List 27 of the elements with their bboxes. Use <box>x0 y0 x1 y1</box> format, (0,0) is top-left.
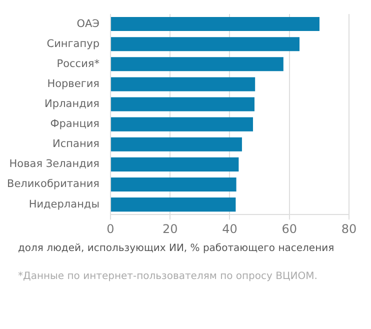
bar <box>110 17 320 32</box>
y-tick-label: Нидерланды <box>28 198 100 210</box>
bar <box>110 137 242 152</box>
x-tick-label: 80 <box>341 222 357 236</box>
x-axis-title: доля людей, использующих ИИ, % работающего населения <box>18 243 334 254</box>
y-tick-label: Франция <box>50 118 100 130</box>
bar <box>110 157 239 172</box>
bar <box>110 57 284 72</box>
y-tick-label: Испания <box>52 138 100 150</box>
bar <box>110 37 300 52</box>
bar <box>110 198 236 212</box>
x-tick-label: 60 <box>282 222 298 236</box>
bar <box>110 77 256 92</box>
y-tick-label: Норвегия <box>47 78 100 90</box>
text: *Данные по интернет-пользователям по опросу ВЦИОМ. <box>18 271 318 282</box>
y-tick-label: Новая Зеландия <box>9 158 100 170</box>
x-tick-label: 20 <box>162 222 178 236</box>
y-tick-label: Сингапур <box>46 38 100 50</box>
y-tick-label: Ирландия <box>44 98 100 110</box>
bar <box>110 117 253 132</box>
bar <box>110 177 236 192</box>
bar <box>110 97 254 112</box>
y-tick-label: ОАЭ <box>76 18 100 30</box>
y-tick-label: Россия* <box>56 58 100 70</box>
x-tick-label: 40 <box>222 222 238 236</box>
y-tick-label: Великобритания <box>6 178 100 190</box>
x-tick-label: 0 <box>106 222 114 236</box>
